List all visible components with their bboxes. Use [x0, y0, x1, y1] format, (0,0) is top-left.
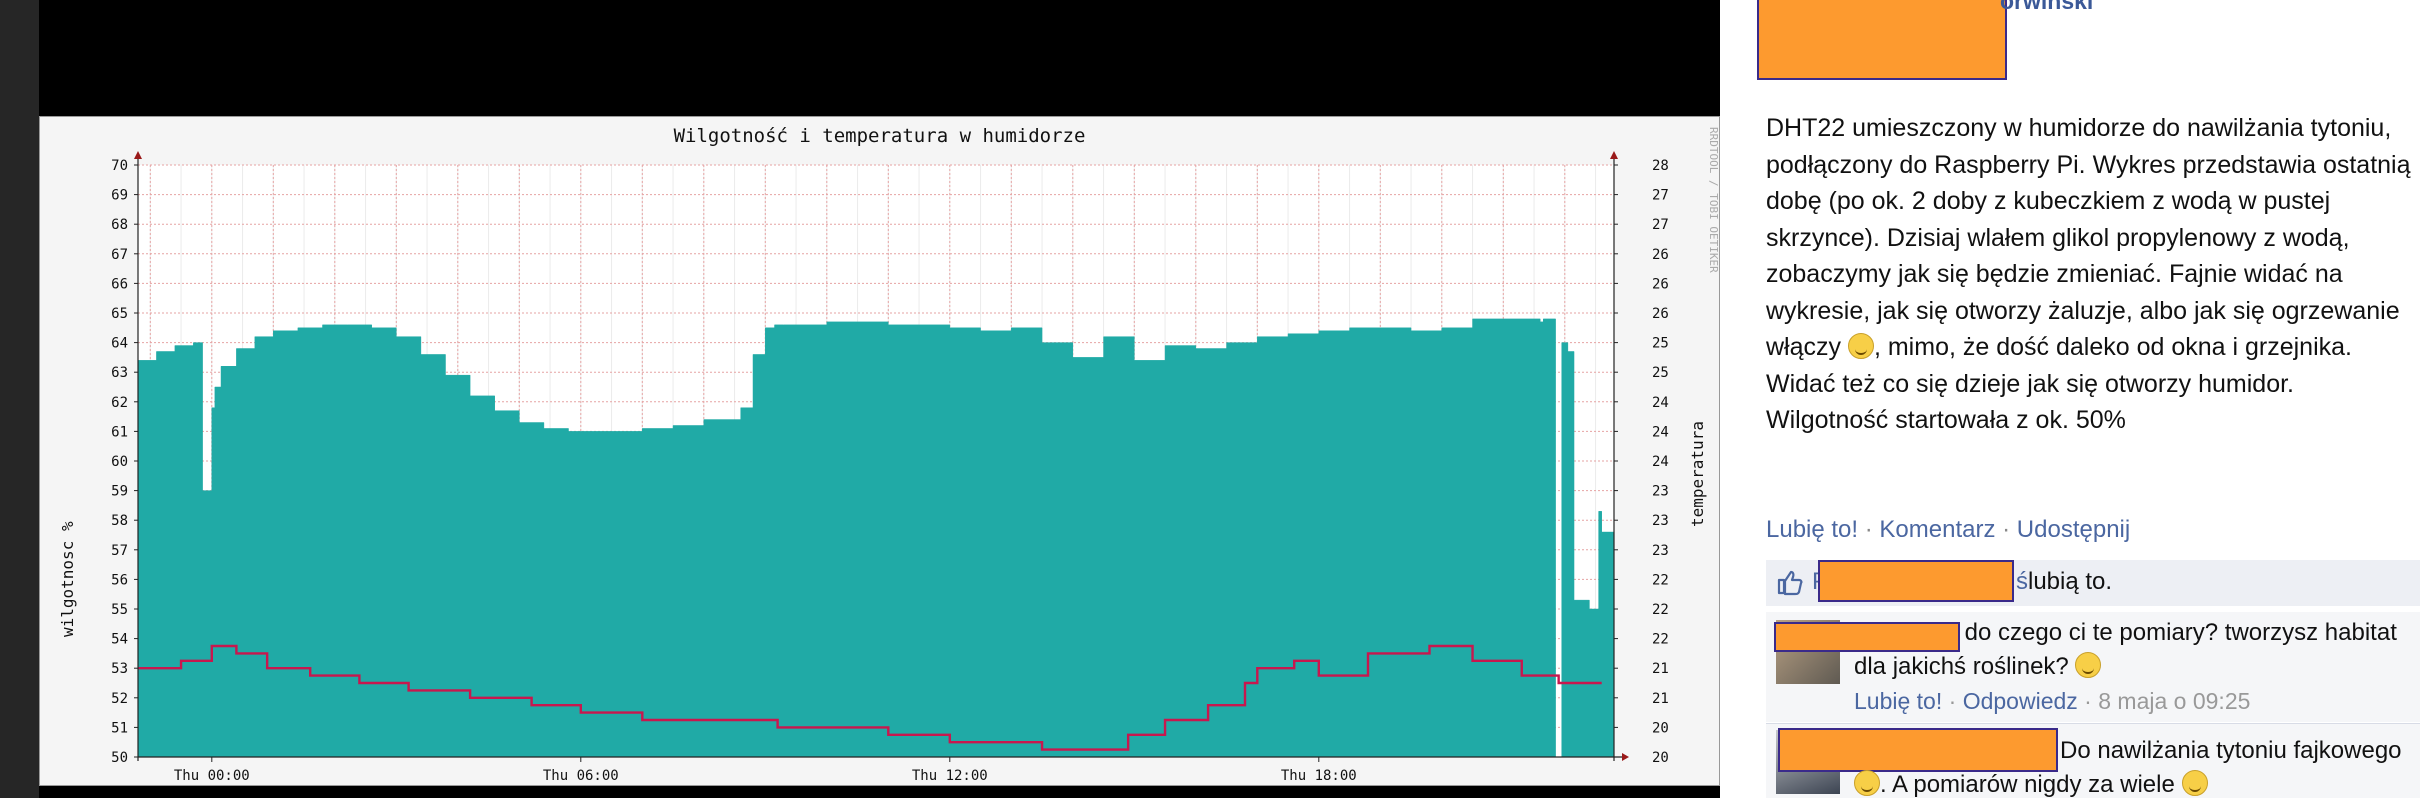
x-tick-label: Thu 06:00: [543, 768, 619, 784]
y2-axis-label: temperatura: [1688, 421, 1707, 527]
y2-axis-arrow: [1610, 151, 1618, 159]
y-tick-label: 69: [111, 188, 128, 204]
temperature-line-group: [138, 644, 1602, 751]
x-tick-label: Thu 18:00: [1281, 768, 1357, 784]
comment-text: Do nawilżania tytoniu fajkowego: [2060, 737, 2402, 764]
y-tick-label: 50: [111, 750, 128, 766]
y2-tick-label: 27: [1652, 188, 1669, 204]
humidity-area-group: [137, 318, 1615, 758]
action-separator: ·: [1995, 516, 2017, 543]
y-tick-label: 53: [111, 661, 128, 677]
y-tick-label: 59: [111, 484, 128, 500]
comment-divider: [1766, 723, 2420, 724]
author-name-suffix[interactable]: orwiński: [2000, 0, 2094, 14]
y2-tick-label: 20: [1652, 750, 1669, 766]
y-tick-label: 55: [111, 602, 128, 618]
y2-tick-label: 23: [1652, 513, 1669, 529]
chart-title: Wilgotność i temperatura w humidorze: [673, 125, 1086, 147]
chart-axes: [134, 151, 1629, 761]
comment-like-link[interactable]: Lubię to!: [1854, 688, 1943, 714]
comment-date[interactable]: 8 maja o 09:25: [2098, 688, 2251, 714]
post-actions: Lubię to! · Komentarz · Udostępnij: [1766, 516, 2130, 544]
likes-summary: P ś lubią to.: [1766, 560, 2420, 606]
likes-suffix[interactable]: ś: [2016, 568, 2028, 595]
smile-emoji-icon: [2075, 652, 2102, 678]
facebook-post-panel: orwiński DHT22 umieszczony w humidorze d…: [1720, 0, 2420, 798]
y-tick-label: 64: [111, 336, 128, 352]
y-tick-label: 67: [111, 247, 128, 263]
chart-ticks: 50 51 52 53 54 55 56 57 58 59 60 61 62 63 64 65 66 67 68 69…: [111, 158, 1669, 784]
x-axis-arrow: [1622, 753, 1629, 761]
x-tick-label: Thu 12:00: [912, 768, 988, 784]
y2-tick-label: 25: [1652, 336, 1669, 352]
comment-text-2: . A pomiarów nigdy za wiele: [1880, 771, 2182, 798]
y-tick-label: 52: [111, 691, 128, 707]
comment-body: Do nawilżania tytoniu fajkowego . A pomi…: [1854, 734, 2414, 798]
laugh-emoji-icon: [2181, 770, 2208, 796]
smile-emoji-icon: [1847, 333, 1874, 359]
y-tick-label: 63: [111, 365, 128, 381]
redacted-author-avatar: [1757, 0, 2007, 80]
humidity-area: [137, 318, 1615, 758]
chart-canvas: 50 51 52 53 54 55 56 57 58 59 60 61 62 63 64 65 66 67 68 69…: [111, 151, 1669, 784]
y2-tick-label: 23: [1652, 484, 1669, 500]
y-tick-label: 66: [111, 276, 128, 292]
post-text-part-1: DHT22 umieszczony w humidorze do nawilża…: [1766, 114, 2411, 361]
y2-tick-label: 20: [1652, 720, 1669, 736]
smile-emoji-icon: [1854, 770, 1880, 796]
thumbs-up-icon: [1777, 570, 1803, 596]
y-axis-label: wilgotnosc %: [58, 521, 77, 637]
y2-tick-label: 26: [1652, 247, 1669, 263]
like-link[interactable]: Lubię to!: [1766, 516, 1859, 543]
y2-tick-label: 26: [1652, 306, 1669, 322]
y2-tick-label: 26: [1652, 276, 1669, 292]
x-tick-label: Thu 00:00: [174, 768, 250, 784]
comment-text: do czego ci te pomiary? tworzysz habitat…: [1854, 619, 2397, 680]
y-tick-label: 58: [111, 513, 128, 529]
comment-2: Do nawilżania tytoniu fajkowego . A pomi…: [1766, 724, 2420, 798]
comment-link[interactable]: Komentarz: [1879, 516, 1996, 543]
y-tick-label: 70: [111, 158, 128, 174]
y-tick-label: 56: [111, 572, 128, 588]
redacted-commenter-name: [1778, 728, 2058, 772]
y2-tick-label: 27: [1652, 217, 1669, 233]
y-tick-label: 51: [111, 720, 128, 736]
temperature-line: [138, 644, 1602, 751]
y-tick-label: 60: [111, 454, 128, 470]
y-tick-label: 54: [111, 632, 128, 648]
comment-1: do czego ci te pomiary? tworzysz habitat…: [1766, 612, 2420, 722]
y-tick-label: 61: [111, 424, 128, 440]
y2-tick-label: 21: [1652, 691, 1669, 707]
redacted-likers: [1818, 560, 2014, 602]
y2-tick-label: 22: [1652, 602, 1669, 618]
y2-tick-label: 24: [1652, 424, 1669, 440]
comment-meta: Lubię to! · Odpowiedz · 8 maja o 09:25: [1854, 688, 2251, 714]
rrdtool-watermark: RRDTOOL / TOBI OETIKER: [1707, 127, 1720, 273]
comment-reply-link[interactable]: Odpowiedz: [1962, 688, 2078, 714]
y2-tick-label: 24: [1652, 395, 1669, 411]
action-separator: ·: [1858, 516, 1880, 543]
y2-tick-label: 24: [1652, 454, 1669, 470]
y-tick-label: 57: [111, 543, 128, 559]
likes-text: lubią to.: [2028, 568, 2113, 595]
left-window-edge: [0, 0, 39, 798]
chart-image[interactable]: 50 51 52 53 54 55 56 57 58 59 60 61 62 63 64 65 66 67 68 69…: [39, 116, 1720, 786]
y-axis-arrow: [134, 151, 142, 159]
y-tick-label: 65: [111, 306, 128, 322]
y2-tick-label: 23: [1652, 543, 1669, 559]
y2-tick-label: 21: [1652, 661, 1669, 677]
post-text: DHT22 umieszczony w humidorze do nawilża…: [1766, 110, 2416, 439]
y2-tick-label: 28: [1652, 158, 1669, 174]
y-tick-label: 68: [111, 217, 128, 233]
y2-tick-label: 25: [1652, 365, 1669, 381]
comment-body: do czego ci te pomiary? tworzysz habitat…: [1854, 616, 2414, 718]
y2-tick-label: 22: [1652, 632, 1669, 648]
redacted-commenter-name: [1774, 622, 1960, 652]
post-text-part-2: , mimo, że dość daleko od okna i grzejni…: [1766, 333, 2352, 434]
y2-tick-label: 22: [1652, 572, 1669, 588]
y-tick-label: 62: [111, 395, 128, 411]
share-link[interactable]: Udostępnij: [2016, 516, 2131, 543]
